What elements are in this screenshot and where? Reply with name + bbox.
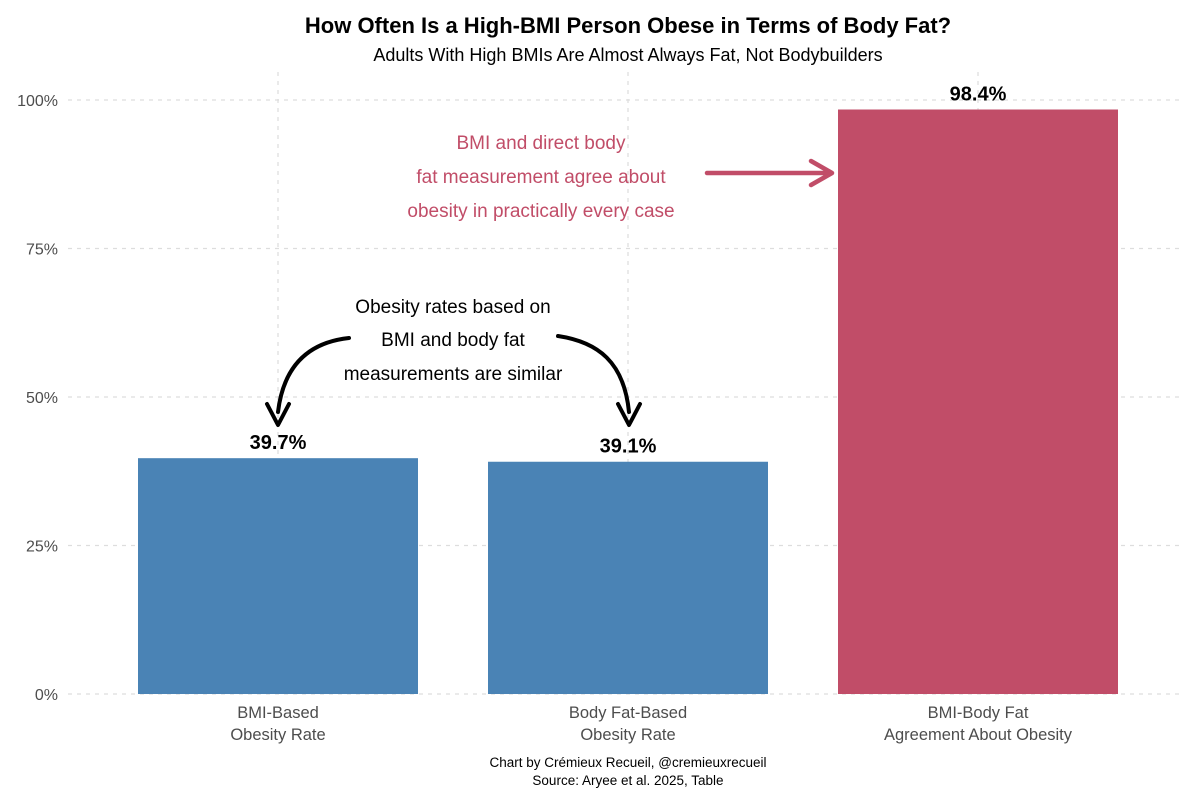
category-label-line: BMI-Body Fat [928, 704, 1029, 722]
bar-value-label: 39.7% [250, 432, 307, 454]
bars [138, 109, 1118, 694]
chart-title: How Often Is a High-BMI Person Obese in … [305, 13, 951, 38]
bar-value-labels: 39.7% 39.1% 98.4% [250, 84, 1007, 458]
y-tick-label: 100% [17, 93, 58, 110]
annotation-similar-line2: BMI and body fat [381, 330, 525, 351]
bar-value-label: 39.1% [600, 436, 657, 458]
bar [838, 109, 1118, 694]
annotation-similar: Obesity rates based on BMI and body fat … [265, 297, 642, 427]
curved-arrow-left-icon [265, 336, 351, 427]
category-label-line: Obesity Rate [230, 726, 325, 744]
annotation-agreement-line3: obesity in practically every case [407, 201, 674, 222]
annotation-agreement: BMI and direct body fat measurement agre… [407, 133, 835, 222]
y-tick-label: 25% [26, 539, 58, 556]
annotation-similar-line1: Obesity rates based on [355, 297, 550, 318]
bar [488, 461, 768, 694]
category-label-line: Body Fat-Based [569, 704, 687, 722]
annotation-agreement-line1: BMI and direct body [457, 133, 626, 154]
category-label-line: Agreement About Obesity [884, 726, 1073, 744]
annotation-agreement-line2: fat measurement agree about [416, 167, 666, 188]
y-tick-label: 50% [26, 390, 58, 407]
bar-value-label: 98.4% [950, 84, 1007, 106]
y-tick-label: 0% [35, 687, 58, 704]
category-label-line: BMI-Based [237, 704, 319, 722]
y-tick-label: 75% [26, 242, 58, 259]
annotation-similar-line3: measurements are similar [344, 364, 563, 385]
bar [138, 458, 418, 694]
arrow-to-agreement-bar-icon [704, 158, 835, 188]
curved-arrow-right-icon [556, 334, 642, 427]
x-axis-category-labels: BMI-Based Obesity Rate Body Fat-Based Obesi… [230, 704, 1072, 744]
y-axis-tick-labels: 0% 25% 50% 75% 100% [17, 93, 58, 704]
chart-subtitle: Adults With High BMIs Are Almost Always … [373, 45, 882, 65]
category-label-line: Obesity Rate [580, 726, 675, 744]
caption-source: Source: Aryee et al. 2025, Table [532, 773, 723, 788]
caption-credit: Chart by Crémieux Recueil, @cremieuxrecu… [489, 755, 766, 770]
